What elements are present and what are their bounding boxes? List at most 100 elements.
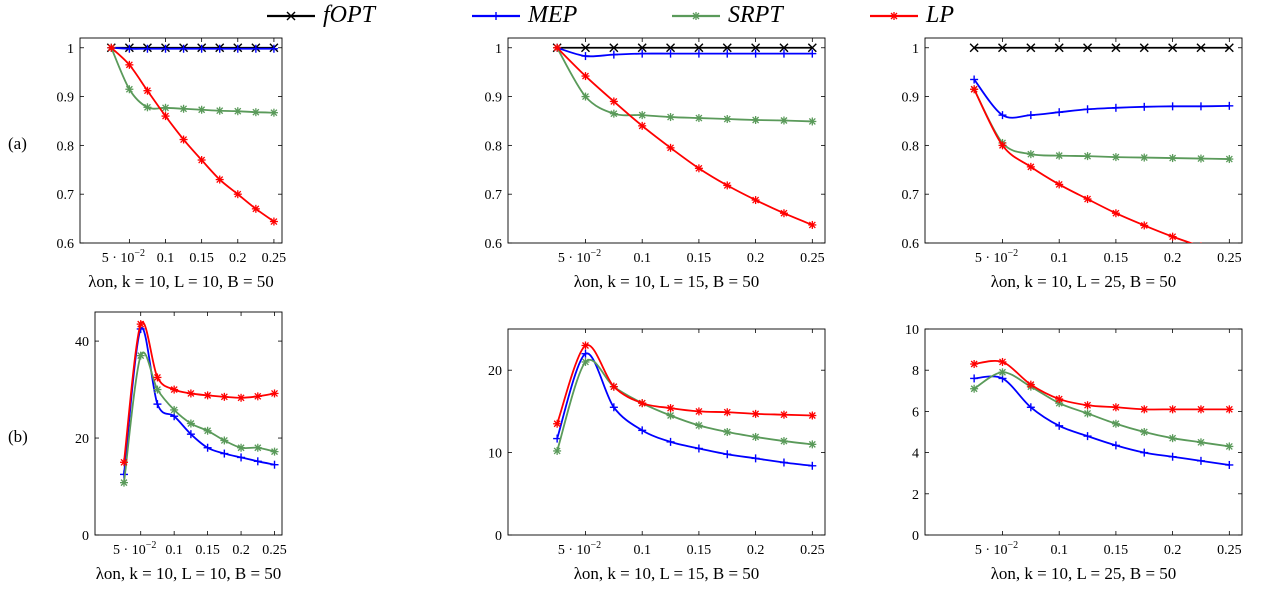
y-tick-label: 0.6 [485, 237, 503, 252]
data-point-lp [779, 410, 788, 419]
y-tick-label: 20 [488, 364, 502, 379]
chart-panel-5: 0 10 20 5 · 10−2 0.1 0.15 0.2 0.25 λon, k = 10, … [488, 328, 826, 583]
plot-frame [924, 328, 1243, 536]
data-point-lp [1140, 221, 1149, 230]
data-point-lp [581, 341, 590, 350]
data-point-srpt [161, 103, 170, 112]
data-point-mep [723, 450, 732, 459]
legend-swatch-lp [870, 12, 918, 20]
x-tick-label: 0.1 [157, 251, 175, 266]
data-point-lp [808, 220, 817, 229]
x-axis-label: λon, k = 10, L = 10, B = 50 [88, 272, 274, 291]
y-tick-label: 2 [912, 488, 919, 503]
data-point-srpt [119, 478, 128, 487]
data-point-srpt [808, 440, 817, 449]
data-point-lp [1225, 405, 1234, 414]
data-point-srpt [179, 104, 188, 113]
x-tick-label: 0.1 [633, 251, 651, 266]
data-point-mep [1055, 421, 1064, 430]
y-tick-label: 1 [67, 42, 74, 57]
data-point-mep [1026, 111, 1035, 120]
y-tick-label: 4 [912, 447, 919, 462]
data-point-lp [119, 458, 128, 467]
data-point-mep [581, 52, 590, 61]
data-point-lp [609, 97, 618, 106]
data-point-srpt [1168, 154, 1177, 163]
x-tick-label: 0.1 [165, 543, 183, 558]
x-axis-label: λon, k = 10, L = 25, B = 50 [991, 564, 1177, 583]
data-point-lp [553, 419, 562, 428]
data-point-mep [253, 457, 262, 466]
series-line-lp [556, 47, 813, 226]
data-point-mep [694, 49, 703, 58]
x-tick-label: 0.25 [1217, 543, 1242, 558]
data-point-lp [666, 404, 675, 413]
data-point-lp [1111, 209, 1120, 218]
y-tick-label: 6 [912, 405, 919, 420]
data-point-mep [215, 44, 224, 53]
y-tick-label: 0 [82, 529, 89, 544]
data-point-mep [1140, 102, 1149, 111]
data-point-mep [609, 50, 618, 59]
y-tick-label: 0.8 [57, 139, 75, 154]
data-point-srpt [1140, 153, 1149, 162]
data-point-mep [666, 437, 675, 446]
data-point-lp [143, 86, 152, 95]
data-point-srpt [197, 105, 206, 114]
y-tick-label: 8 [912, 364, 919, 379]
data-point-srpt [143, 103, 152, 112]
x-axis-label: λon, k = 10, L = 25, B = 50 [991, 272, 1177, 291]
x-tick-label: 0.15 [687, 543, 712, 558]
data-point-srpt [751, 432, 760, 441]
data-point-srpt [1083, 152, 1092, 161]
data-point-lp [581, 72, 590, 81]
data-point-lp [203, 391, 212, 400]
y-tick-label: 0.6 [57, 237, 75, 252]
y-tick-label: 20 [75, 432, 89, 447]
y-tick-label: 1 [495, 42, 502, 57]
data-point-mep [581, 349, 590, 358]
y-tick-label: 0.8 [485, 139, 503, 154]
y-tick-label: 0.8 [902, 139, 920, 154]
y-tick-label: 0 [912, 529, 919, 544]
y-tick-label: 0.9 [57, 91, 75, 106]
data-point-mep [1225, 101, 1234, 110]
series-layer [553, 341, 817, 470]
data-point-lp [270, 389, 279, 398]
data-point-mep [1111, 103, 1120, 112]
data-point-mep [1168, 102, 1177, 111]
x-tick-label: 0.2 [229, 251, 247, 266]
series-layer [106, 43, 279, 226]
series-line-lp [556, 344, 813, 425]
data-point-lp [161, 112, 170, 121]
x-tick-label: 0.1 [1050, 543, 1068, 558]
x-tick-label: 0.25 [1217, 251, 1242, 266]
series-line-srpt [973, 88, 1230, 160]
data-point-lp [694, 164, 703, 173]
series-line-mep [973, 78, 1230, 119]
series-line-lp [973, 88, 1194, 243]
data-point-mep [609, 403, 618, 412]
data-point-mep [1140, 448, 1149, 457]
x-tick-label: 0.2 [232, 543, 250, 558]
data-point-srpt [1140, 428, 1149, 436]
data-point-srpt [237, 443, 246, 452]
data-point-lp [197, 156, 206, 165]
data-point-srpt [581, 92, 590, 101]
data-point-srpt [1111, 419, 1120, 428]
data-point-mep [143, 44, 152, 53]
data-point-lp [153, 373, 162, 382]
plot-frame [94, 311, 283, 536]
data-point-lp [269, 217, 278, 226]
series-line-mep [111, 46, 274, 50]
data-point-mep [1083, 432, 1092, 441]
legend-swatch-fopt [267, 11, 315, 21]
data-point-lp [1198, 242, 1204, 243]
data-point-mep [808, 461, 817, 470]
data-point-srpt [170, 405, 179, 414]
data-point-fopt [807, 43, 817, 53]
series-layer [552, 43, 817, 229]
data-point-fopt [637, 43, 647, 53]
data-point-srpt [1225, 442, 1234, 451]
y-tick-label: 0.9 [485, 91, 503, 106]
